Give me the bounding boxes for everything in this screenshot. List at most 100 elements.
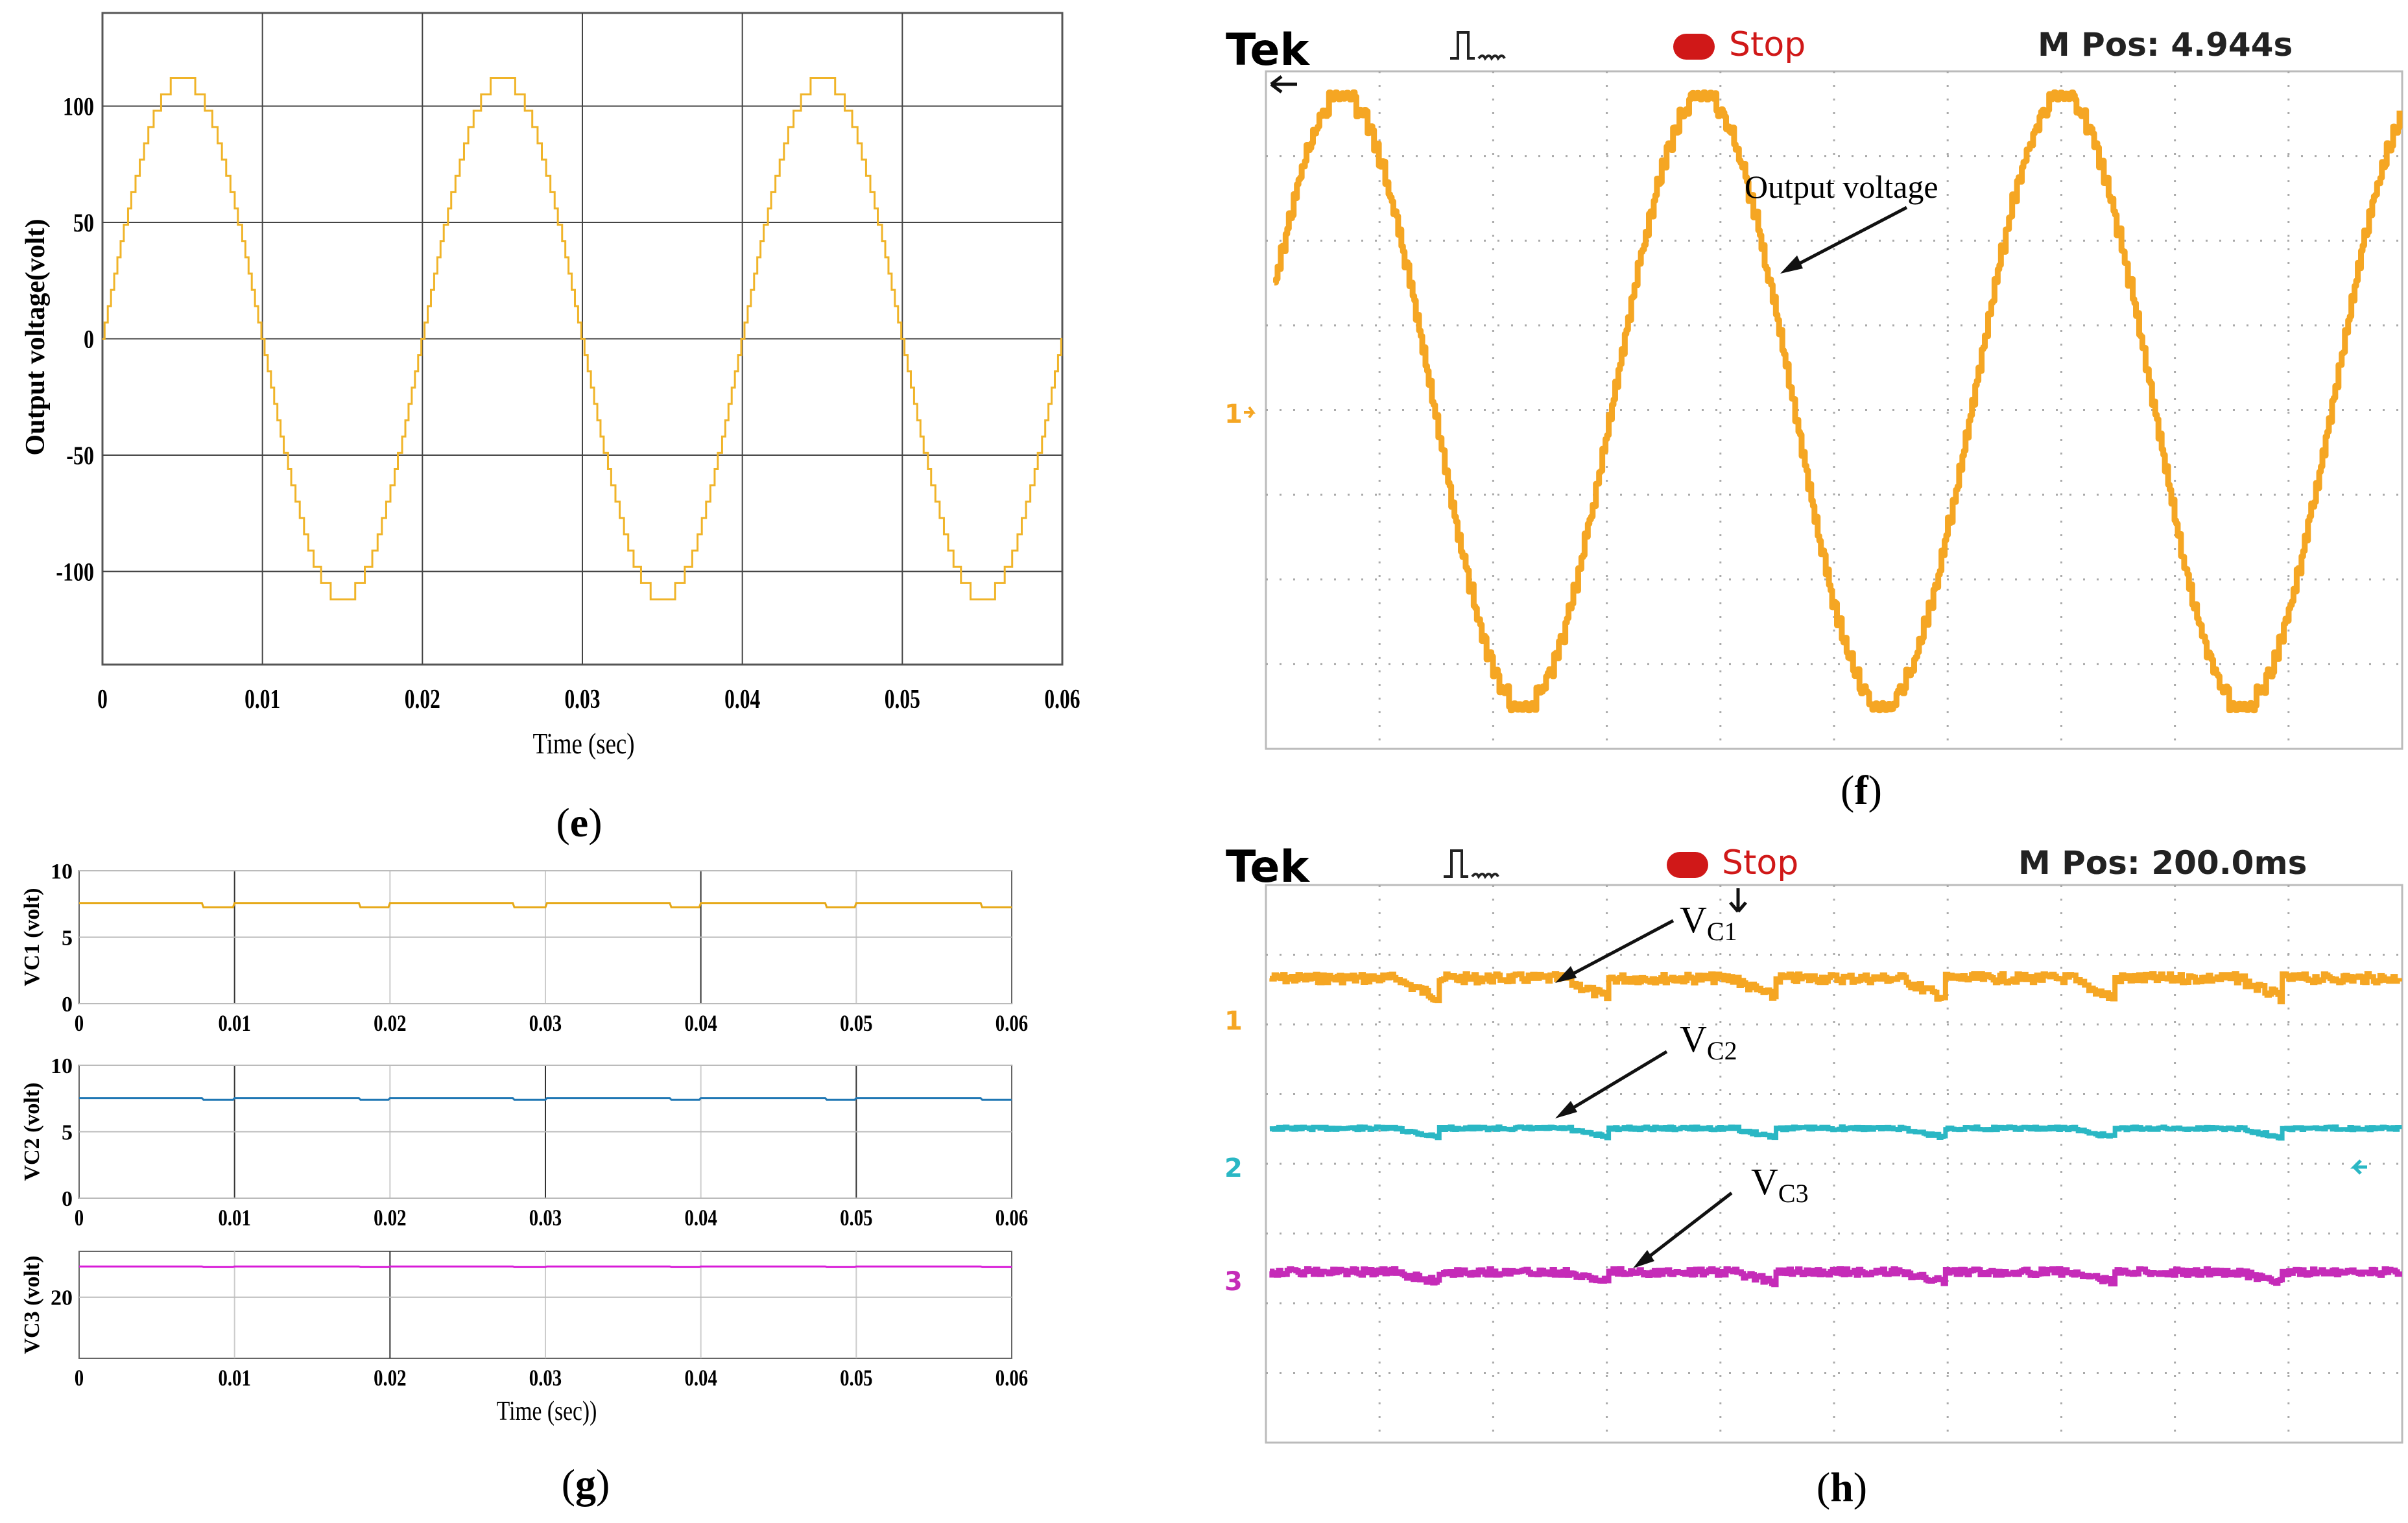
panel-g-caption-open: ( <box>562 1461 575 1507</box>
panel-g-subplot-3: 0 0.01 0.02 0.03 0.04 0.05 0.06 20 VC3 (volt) <box>20 1251 1028 1391</box>
panel-f-trigger-icon <box>1450 31 1506 61</box>
panel-h-caption-letter: h <box>1830 1464 1854 1510</box>
panel-g-series-line-3 <box>79 1265 1012 1268</box>
panel-h-annotation-vc1: VC1 <box>1680 899 1737 946</box>
panel-h-position-readout: M Pos: 200.0ms <box>2018 844 2307 882</box>
panel-e-grid <box>102 13 1062 665</box>
panel-h-annotation-vc1-arrowhead-icon <box>1555 966 1577 983</box>
panel-f-channel-marker-1: 1 <box>1224 399 1243 429</box>
panel-f-stop-icon <box>1673 34 1715 60</box>
panel-e-caption-open: ( <box>556 799 569 845</box>
panel-h-run-state: Stop <box>1722 844 1798 882</box>
panel-e-y-tick-label: -100 <box>56 558 94 586</box>
panel-e-caption-close: ) <box>588 799 602 845</box>
panel-e-x-tick-label: 0.06 <box>1044 685 1080 714</box>
panel-g-x-tick-label: 0.04 <box>684 1011 717 1037</box>
panel-f-annotation-output-voltage: Output voltage <box>1745 169 1938 205</box>
panel-g-series-line-2 <box>79 1097 1012 1101</box>
panel-g-caption-letter: g <box>575 1461 596 1507</box>
panel-g-x-tick-label: 0.06 <box>995 1011 1028 1037</box>
panel-g-x-tick-label: 0.01 <box>218 1205 250 1231</box>
panel-g-x-tick-label: 0.06 <box>995 1205 1028 1231</box>
panel-f-channel-1-arrow-icon <box>1244 406 1256 419</box>
panel-g-y-tick-label: 20 <box>51 1286 73 1310</box>
panel-g-x-tick-label: 0.05 <box>840 1011 872 1037</box>
panel-h-annotation-vc2-arrowhead-icon <box>1555 1101 1577 1118</box>
panel-h-annotation-vc2-arrow <box>1562 1050 1668 1116</box>
panel-h-vc1-trace <box>1269 971 2402 1005</box>
panel-g-y-label-2: VC2 (volt) <box>20 1082 44 1181</box>
panel-f-annotation-arrowhead-icon <box>1780 255 1803 274</box>
panel-e-y-tick-label: 100 <box>63 92 94 121</box>
panel-g-caption: (g) <box>562 1461 610 1507</box>
panel-f-caption: (f) <box>1841 767 1882 813</box>
panel-h-graticule <box>1266 885 2402 1443</box>
panel-e-y-tick-label: 0 <box>84 325 94 353</box>
panel-e-x-ticks: 0 0.01 0.02 0.03 0.04 0.05 0.06 <box>97 685 1080 714</box>
panel-h-scope: Tek Stop M Pos: 200.0ms 1 2 3 VC1 VC2 VC… <box>1221 836 2404 1510</box>
panel-g-x-tick-label: 0.03 <box>529 1365 562 1391</box>
panel-h-annotation-vc1-main: V <box>1680 899 1707 941</box>
panel-g-x-tick-label: 0.01 <box>218 1011 250 1037</box>
panel-h-annotation-vc3-main: V <box>1751 1161 1778 1203</box>
panel-g-chart: 0 0.01 0.02 0.03 0.04 0.05 0.06 10 5 0 VC1 (volt) 0… <box>20 860 1028 1507</box>
panel-f-annotation-arrow <box>1787 206 1908 271</box>
panel-h-vc2-trace <box>1269 1124 2402 1141</box>
panel-e-output-voltage-line <box>102 77 1062 600</box>
panel-g-x-tick-label: 0.02 <box>374 1365 406 1391</box>
panel-h-annotation-vc1-arrow <box>1562 919 1675 981</box>
panel-g-x-tick-label: 0.04 <box>684 1365 717 1391</box>
panel-g-subplot-2: 0 0.01 0.02 0.03 0.04 0.05 0.06 10 5 0 VC2 (volt) <box>20 1054 1028 1231</box>
panel-g-x-tick-label: 0 <box>75 1205 84 1231</box>
panel-e-y-ticks: 100 50 0 -50 -100 <box>56 92 94 586</box>
panel-h-channel-marker-2: 2 <box>1224 1153 1243 1183</box>
panel-e-x-tick-label: 0 <box>97 685 108 714</box>
panel-g-x-tick-label: 0.01 <box>218 1365 250 1391</box>
panel-h-annotation-vc3-sub: C3 <box>1778 1179 1809 1208</box>
panel-g-y-tick-label: 10 <box>51 860 73 884</box>
panel-h-channel-2-offset-arrow-icon <box>2350 1159 2367 1175</box>
panel-g-x-tick-label: 0.05 <box>840 1205 872 1231</box>
panel-h-stop-icon <box>1667 852 1708 878</box>
panel-h-channel-marker-1: 1 <box>1224 1006 1243 1036</box>
panel-g-y-label-1: VC1 (volt) <box>20 888 44 986</box>
panel-g-series-line-1 <box>79 902 1012 908</box>
panel-g-subplots: 0 0.01 0.02 0.03 0.04 0.05 0.06 10 5 0 VC1 (volt) 0… <box>20 860 1028 1391</box>
panel-h-annotation-vc2: VC2 <box>1680 1018 1737 1065</box>
panel-e-y-label: Output voltage(volt) <box>21 218 51 455</box>
panel-h-caption-open: ( <box>1817 1464 1830 1510</box>
panel-e-x-tick-label: 0.02 <box>405 685 440 714</box>
panel-g-y-tick-label: 0 <box>62 1187 73 1211</box>
panel-f-graticule-frame <box>1265 70 2403 750</box>
panel-e-y-tick-label: 50 <box>73 209 94 237</box>
panel-e-y-tick-label: -50 <box>66 442 94 470</box>
panel-h-annotation-vc2-sub: C2 <box>1707 1036 1737 1065</box>
panel-f-trigger-arrow-icon <box>1270 75 1297 93</box>
panel-h-trigger-arrow-icon <box>1729 888 1747 913</box>
panel-h-annotation-vc3-arrow <box>1639 1192 1733 1264</box>
panel-e-x-tick-label: 0.05 <box>885 685 920 714</box>
panel-h-vc3-trace <box>1269 1266 2402 1288</box>
panel-h-channel-marker-3: 3 <box>1224 1267 1243 1297</box>
panel-h-annotation-vc3: VC3 <box>1751 1161 1809 1208</box>
panel-h-annotation-vc1-sub: C1 <box>1707 917 1737 946</box>
panel-f-caption-letter: f <box>1854 767 1868 813</box>
panel-g-x-tick-label: 0.03 <box>529 1011 562 1037</box>
panel-g-x-tick-label: 0.05 <box>840 1365 872 1391</box>
panel-f-output-voltage-trace <box>1272 89 2403 714</box>
panel-g-y-label-3: VC3 (volt) <box>20 1255 44 1354</box>
panel-g-x-tick-label: 0.03 <box>529 1205 562 1231</box>
panel-g-y-tick-label: 0 <box>62 993 73 1017</box>
panel-f-caption-close: ) <box>1868 767 1882 813</box>
panel-h-caption-close: ) <box>1854 1464 1867 1510</box>
panel-e-x-tick-label: 0.04 <box>724 685 760 714</box>
panel-g-y-tick-label: 10 <box>51 1054 73 1078</box>
panel-e-caption: (e) <box>556 799 602 845</box>
panel-h-trigger-icon <box>1444 849 1499 879</box>
panel-e-caption-letter: e <box>570 799 588 845</box>
panel-g-x-tick-label: 0.02 <box>374 1205 406 1231</box>
panel-h-annotation-vc3-arrowhead-icon <box>1633 1250 1654 1268</box>
panel-g-y-tick-label: 5 <box>62 927 73 950</box>
